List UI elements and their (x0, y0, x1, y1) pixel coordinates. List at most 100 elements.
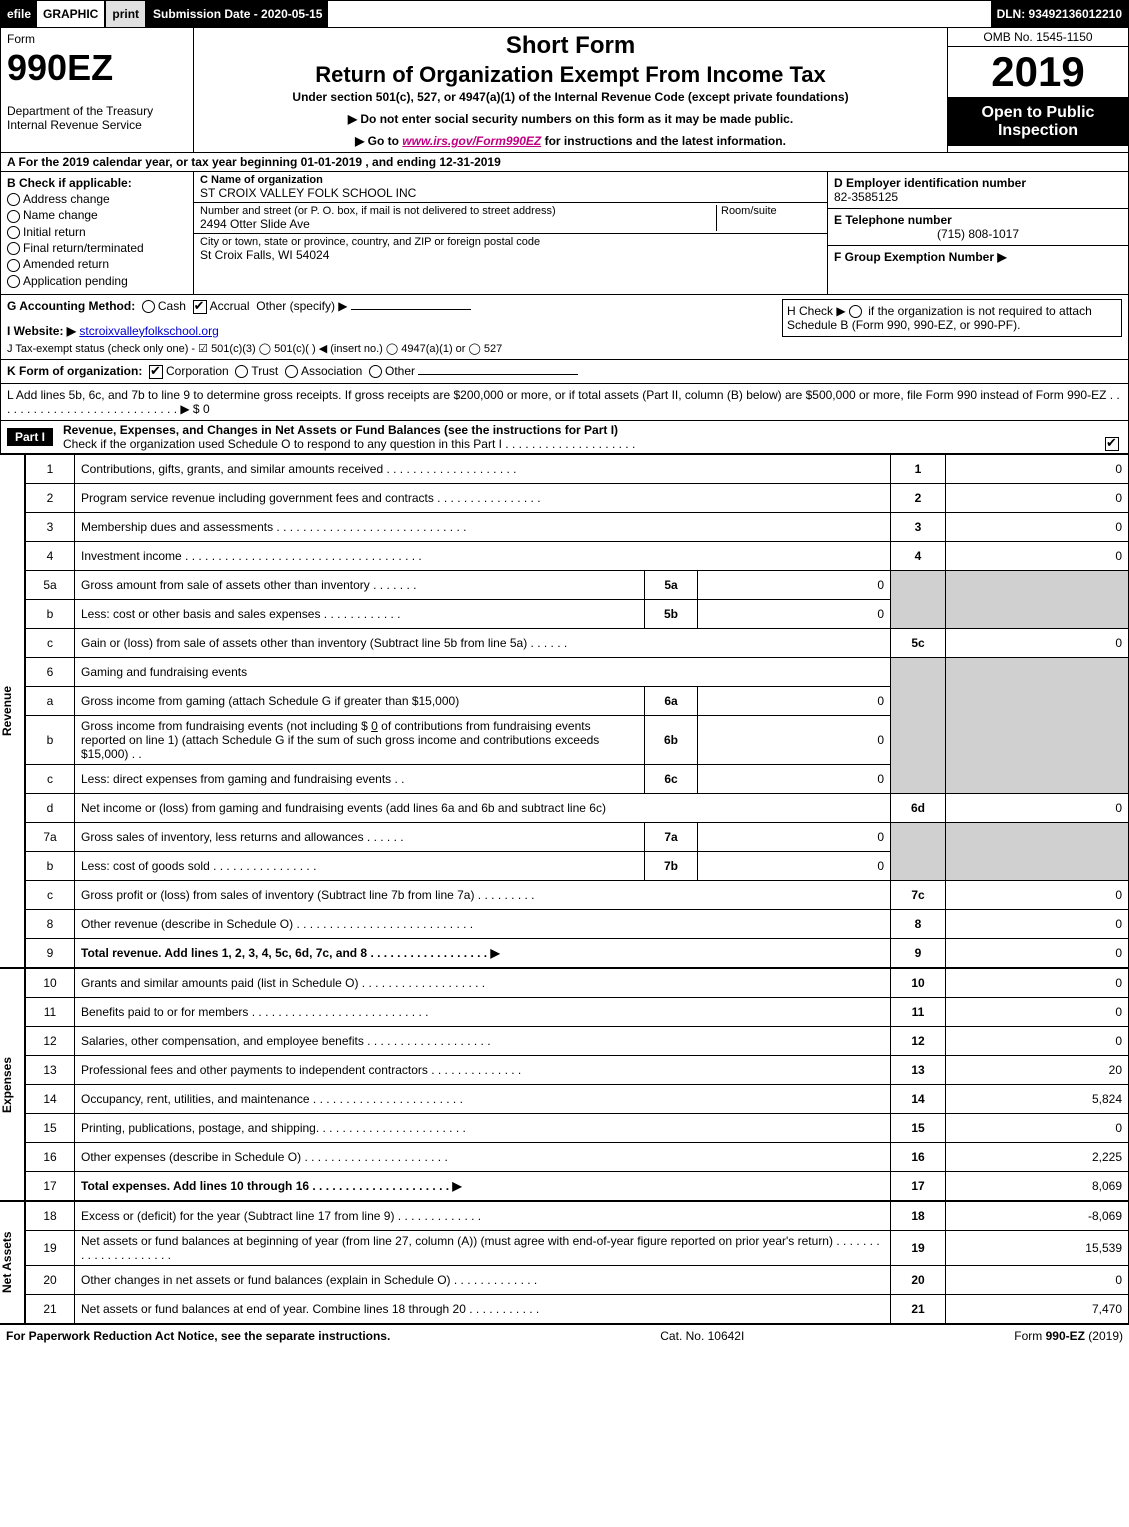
h-box: H Check ▶ if the organization is not req… (782, 299, 1122, 337)
line-3: 3Membership dues and assessments . . . .… (26, 512, 1129, 541)
g-accrual-check[interactable] (193, 300, 207, 314)
submission-date: Submission Date - 2020-05-15 (147, 1, 328, 27)
line-10: 10Grants and similar amounts paid (list … (26, 968, 1129, 997)
header-left: Form 990EZ Department of the Treasury In… (1, 28, 194, 152)
pointer-ssn: ▶ Do not enter social security numbers o… (200, 112, 941, 126)
j-tax-exempt: J Tax-exempt status (check only one) - ☑… (7, 342, 776, 355)
form-header: Form 990EZ Department of the Treasury In… (0, 28, 1129, 153)
side-expenses: Expenses (0, 968, 25, 1201)
line-5c: cGain or (loss) from sale of assets othe… (26, 628, 1129, 657)
dept-irs: Internal Revenue Service (7, 118, 187, 132)
column-c: C Name of organization ST CROIX VALLEY F… (194, 172, 827, 294)
part1-label: Part I (7, 428, 53, 446)
efile-label: efile (1, 1, 37, 27)
ein: 82-3585125 (834, 190, 1122, 204)
k-other-check[interactable] (369, 365, 382, 378)
line-5a: 5aGross amount from sale of assets other… (26, 570, 1129, 599)
c-label: C Name of organization (200, 174, 821, 186)
room-suite: Room/suite (716, 205, 821, 231)
goto-pre: ▶ Go to (355, 134, 402, 148)
i-label: I Website: ▶ (7, 324, 76, 338)
addr-label: Number and street (or P. O. box, if mail… (200, 205, 716, 217)
i-website-row: I Website: ▶ stcroixvalleyfolkschool.org (7, 324, 776, 338)
line-6d: dNet income or (loss) from gaming and fu… (26, 793, 1129, 822)
b-amended[interactable]: Amended return (7, 257, 187, 271)
line-12: 12Salaries, other compensation, and empl… (26, 1026, 1129, 1055)
line-19: 19Net assets or fund balances at beginni… (26, 1230, 1129, 1265)
footer-right: Form 990-EZ (2019) (1014, 1329, 1123, 1343)
website-link[interactable]: stcroixvalleyfolkschool.org (79, 324, 218, 338)
h-checkbox[interactable] (849, 305, 862, 318)
b-final-return[interactable]: Final return/terminated (7, 241, 187, 255)
b-address-change[interactable]: Address change (7, 192, 187, 206)
line-13: 13Professional fees and other payments t… (26, 1055, 1129, 1084)
print-button[interactable]: print (106, 1, 147, 27)
info-grid: B Check if applicable: Address change Na… (0, 172, 1129, 295)
k-row: K Form of organization: Corporation Trus… (0, 360, 1129, 384)
footer-left: For Paperwork Reduction Act Notice, see … (6, 1329, 390, 1343)
line-9: 9Total revenue. Add lines 1, 2, 3, 4, 5c… (26, 938, 1129, 967)
b-name-change[interactable]: Name change (7, 208, 187, 222)
omb-number: OMB No. 1545-1150 (948, 28, 1128, 47)
g-other-input[interactable] (351, 309, 471, 310)
k-corp: Corporation (166, 364, 229, 378)
line-20: 20Other changes in net assets or fund ba… (26, 1265, 1129, 1294)
expenses-table: 10Grants and similar amounts paid (list … (25, 968, 1129, 1201)
revenue-section: Revenue 1Contributions, gifts, grants, a… (0, 454, 1129, 968)
pointer-goto: ▶ Go to www.irs.gov/Form990EZ for instru… (200, 134, 941, 148)
k-corp-check[interactable] (149, 365, 163, 379)
top-bar: efile GRAPHIC print Submission Date - 20… (0, 0, 1129, 28)
k-trust: Trust (251, 364, 278, 378)
line-17: 17Total expenses. Add lines 10 through 1… (26, 1171, 1129, 1200)
line-7a: 7aGross sales of inventory, less returns… (26, 822, 1129, 851)
irs-link[interactable]: www.irs.gov/Form990EZ (402, 134, 541, 148)
line-14: 14Occupancy, rent, utilities, and mainte… (26, 1084, 1129, 1113)
g-h-row: G Accounting Method: Cash Accrual Other … (0, 295, 1129, 360)
k-other-input[interactable] (418, 374, 578, 375)
k-assoc-check[interactable] (285, 365, 298, 378)
g-accounting: G Accounting Method: Cash Accrual Other … (7, 299, 776, 314)
dln: DLN: 93492136012210 (991, 1, 1128, 27)
column-b: B Check if applicable: Address change Na… (1, 172, 194, 294)
part1-title: Revenue, Expenses, and Changes in Net As… (63, 423, 618, 437)
phone-number: (715) 808-1017 (834, 227, 1122, 241)
line-4: 4Investment income . . . . . . . . . . .… (26, 541, 1129, 570)
header-middle: Short Form Return of Organization Exempt… (194, 28, 947, 152)
line-7c: cGross profit or (loss) from sales of in… (26, 880, 1129, 909)
e-label: E Telephone number (834, 213, 1122, 227)
expenses-section: Expenses 10Grants and similar amounts pa… (0, 968, 1129, 1201)
b-initial-return[interactable]: Initial return (7, 225, 187, 239)
k-other: Other (385, 364, 415, 378)
page-footer: For Paperwork Reduction Act Notice, see … (0, 1324, 1129, 1347)
netassets-table: 18Excess or (deficit) for the year (Subt… (25, 1201, 1129, 1324)
graphic-label: GRAPHIC (37, 1, 106, 27)
part1-header: Part I Revenue, Expenses, and Changes in… (0, 421, 1129, 454)
section-a: A For the 2019 calendar year, or tax yea… (0, 153, 1129, 172)
part1-check[interactable] (1105, 437, 1119, 451)
form-label: Form (7, 32, 187, 46)
city-label: City or town, state or province, country… (200, 236, 821, 248)
form-number: 990EZ (7, 50, 187, 86)
part1-checknote: Check if the organization used Schedule … (63, 437, 635, 451)
street-address: 2494 Otter Slide Ave (200, 217, 716, 231)
netassets-section: Net Assets 18Excess or (deficit) for the… (0, 1201, 1129, 1324)
short-form-title: Short Form (200, 32, 941, 60)
dept-treasury: Department of the Treasury (7, 104, 187, 118)
l-row: L Add lines 5b, 6c, and 7b to line 9 to … (0, 384, 1129, 421)
side-netassets: Net Assets (0, 1201, 25, 1324)
subtext: Under section 501(c), 527, or 4947(a)(1)… (200, 90, 941, 104)
k-trust-check[interactable] (235, 365, 248, 378)
column-def: D Employer identification number 82-3585… (827, 172, 1128, 294)
g-other: Other (specify) ▶ (256, 299, 347, 313)
line-11: 11Benefits paid to or for members . . . … (26, 997, 1129, 1026)
footer-cat: Cat. No. 10642I (660, 1329, 744, 1343)
line-15: 15Printing, publications, postage, and s… (26, 1113, 1129, 1142)
side-revenue: Revenue (0, 454, 25, 968)
line-16: 16Other expenses (describe in Schedule O… (26, 1142, 1129, 1171)
org-name: ST CROIX VALLEY FOLK SCHOOL INC (200, 186, 821, 200)
line-21: 21Net assets or fund balances at end of … (26, 1294, 1129, 1323)
revenue-table: 1Contributions, gifts, grants, and simil… (25, 454, 1129, 968)
g-cash-check[interactable] (142, 300, 155, 313)
open-to-public: Open to Public Inspection (948, 98, 1128, 146)
b-application-pending[interactable]: Application pending (7, 274, 187, 288)
